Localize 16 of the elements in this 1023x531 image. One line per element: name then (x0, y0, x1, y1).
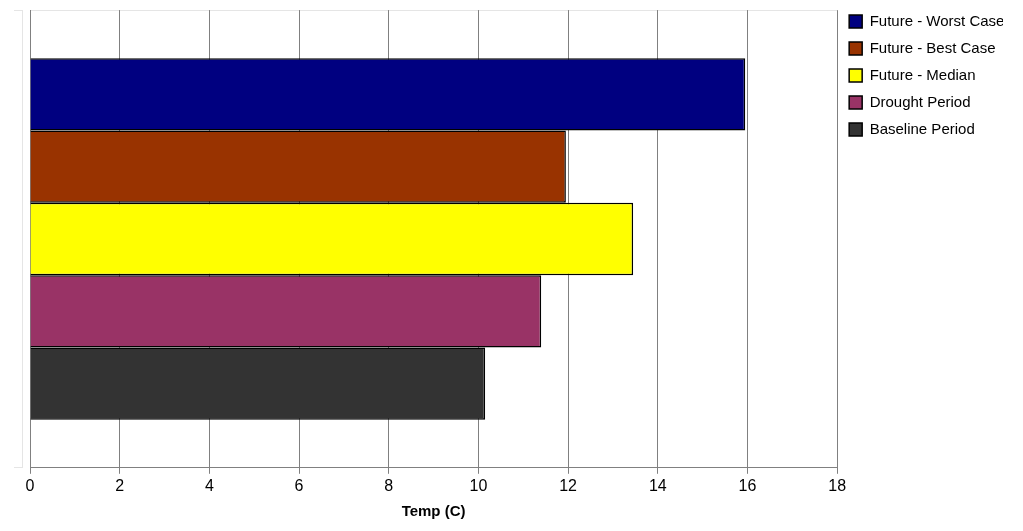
legend-label: Drought Period (869, 92, 971, 110)
x-tick-label: 2 (115, 476, 125, 494)
legend-label: Baseline Period (869, 119, 975, 137)
x-tick-label: 10 (469, 476, 488, 494)
x-tick-label: 18 (828, 476, 847, 494)
x-tick-label: 0 (25, 476, 35, 494)
x-axis-title: Temp (C) (401, 502, 466, 520)
legend-label: Future - Worst Case (869, 11, 1005, 29)
x-tick-label: 4 (204, 476, 214, 494)
x-tick-label: 12 (559, 476, 578, 494)
x-tick-label: 14 (648, 476, 667, 494)
legend-label: Future - Median (869, 65, 976, 83)
x-tick-label: 6 (294, 476, 304, 494)
x-tick-label: 8 (384, 476, 394, 494)
x-tick-label: 16 (738, 476, 757, 494)
legend-label: Future - Best Case (869, 38, 996, 56)
